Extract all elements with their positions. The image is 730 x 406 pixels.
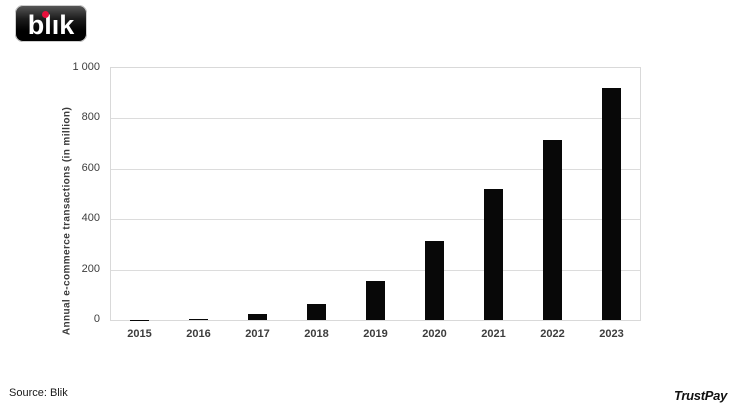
y-tick-200: 200 — [81, 262, 100, 275]
bar-2016 — [189, 318, 208, 320]
x-tick-2021: 2021 — [481, 328, 506, 340]
x-tick-2018: 2018 — [304, 328, 329, 340]
bar-2019 — [366, 280, 385, 320]
bar-2021 — [484, 188, 503, 320]
trustpay-brand: TrustPay — [674, 388, 727, 403]
x-tick-2016: 2016 — [186, 328, 211, 340]
blik-logo: blık — [15, 5, 87, 42]
x-tick-2017: 2017 — [245, 328, 270, 340]
bar-2023 — [602, 88, 621, 320]
y-tick-1000: 1 000 — [72, 61, 100, 73]
source-note: Source: Blik — [9, 387, 68, 399]
bar-2018 — [307, 303, 326, 320]
y-tick-0: 0 — [93, 313, 100, 325]
x-tick-2015: 2015 — [127, 328, 152, 340]
gridline-200 — [111, 269, 640, 271]
y-tick-400: 400 — [81, 212, 100, 225]
x-tick-2019: 2019 — [363, 328, 388, 340]
bar-2020 — [425, 241, 444, 320]
x-tick-2020: 2020 — [422, 328, 447, 340]
x-tick-2022: 2022 — [540, 328, 565, 340]
y-tick-800: 800 — [81, 111, 100, 124]
gridline-400 — [111, 219, 640, 221]
bar-2022 — [543, 140, 562, 320]
blik-logo-red-dot-icon — [42, 11, 49, 18]
y-tick-600: 600 — [81, 161, 100, 174]
blik-logo-text: blık — [27, 9, 75, 40]
x-tick-2023: 2023 — [599, 328, 624, 340]
gridline-600 — [111, 168, 640, 170]
bar-2017 — [248, 314, 267, 320]
gridline-800 — [111, 118, 640, 120]
plot-area — [110, 67, 641, 321]
